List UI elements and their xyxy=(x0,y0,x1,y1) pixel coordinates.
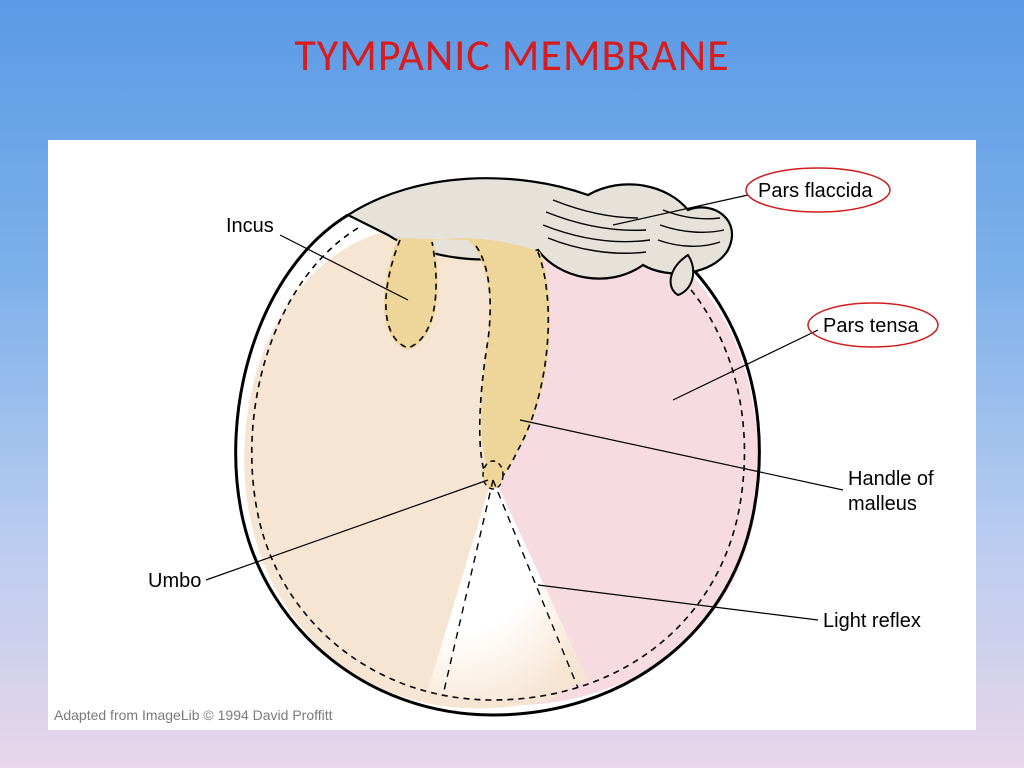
label-pars-flaccida: Pars flaccida xyxy=(746,168,890,212)
label-handle-malleus-l2: malleus xyxy=(848,493,917,515)
svg-text:Pars tensa: Pars tensa xyxy=(823,315,919,337)
label-light-reflex: Light reflex xyxy=(823,610,921,632)
label-umbo: Umbo xyxy=(148,570,201,592)
slide-title: TYMPANIC MEMBRANE xyxy=(0,0,1024,82)
tympanic-membrane-diagram: Incus Pars flaccida Pars tensa Handle of… xyxy=(48,140,976,730)
image-credit: Adapted from ImageLib © 1994 David Proff… xyxy=(54,707,333,723)
label-pars-tensa: Pars tensa xyxy=(808,303,938,347)
diagram-panel: Incus Pars flaccida Pars tensa Handle of… xyxy=(48,140,976,730)
svg-text:Pars flaccida: Pars flaccida xyxy=(758,180,873,202)
label-handle-malleus-l1: Handle of xyxy=(848,468,934,490)
label-incus: Incus xyxy=(226,215,274,237)
